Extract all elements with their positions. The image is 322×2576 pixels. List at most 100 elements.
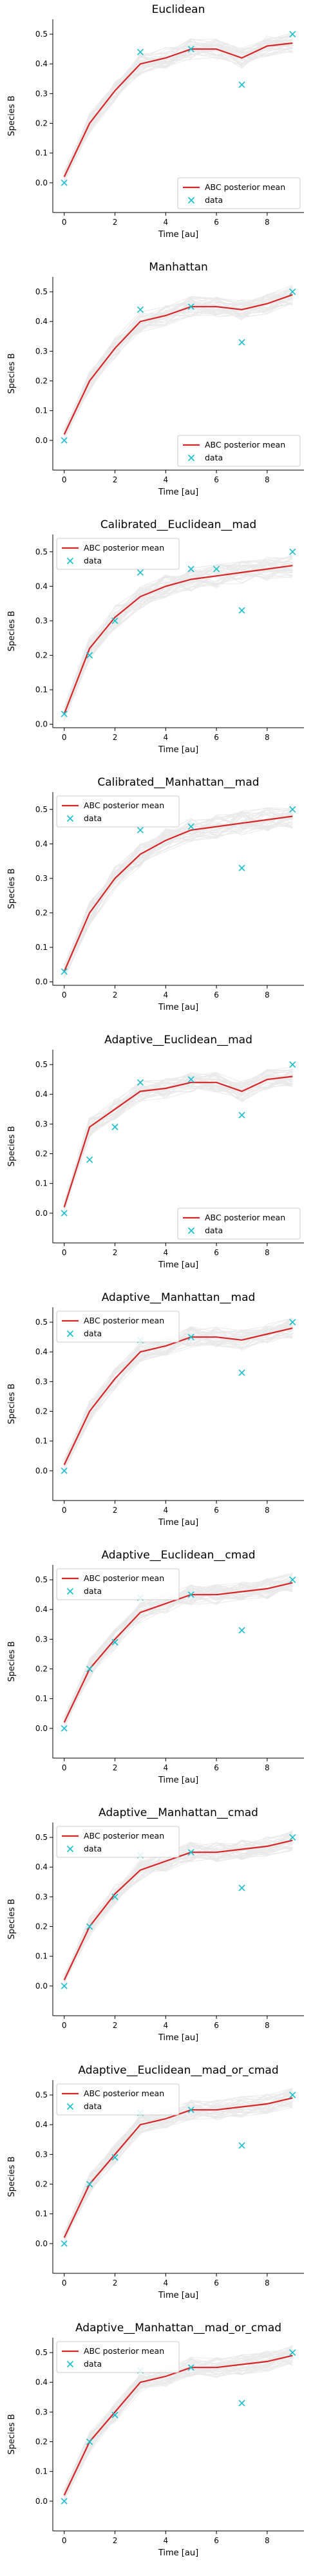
posterior-sample-line [64,294,293,432]
posterior-sample-line [64,285,293,436]
y-tick-label: 0.4 [35,582,48,591]
y-tick-label: 0.5 [35,1060,48,1069]
posterior-sample-line [64,1075,293,1205]
x-tick-label: 6 [214,733,219,742]
x-tick-label: 2 [113,1248,118,1257]
posterior-sample-line [64,2351,293,2494]
legend-swatch-marker [187,1227,195,1235]
posterior-sample-line [64,296,293,430]
posterior-sample-line [64,2088,293,2241]
posterior-sample-line [64,2359,293,2491]
legend-label: data [205,453,223,462]
legend: ABC posterior mean data [56,2083,180,2116]
data-point [187,565,194,573]
data-point [238,607,245,614]
legend-label: data [205,195,223,205]
y-tick-label: 0.2 [35,119,48,128]
posterior-sample-line [64,817,293,973]
posterior-sample-line [64,1072,293,1202]
posterior-sample-line [64,811,293,966]
x-tick-label: 6 [214,218,219,227]
data-point [238,1884,245,1891]
posterior-sample-line [64,2345,293,2494]
chart-title: Euclidean [152,3,205,16]
x-tick-label: 8 [265,1506,270,1515]
y-tick-label: 0.5 [35,1318,48,1327]
posterior-sample-line [64,815,293,973]
y-axis-label: Species B [7,1899,17,1939]
posterior-sample-line [64,39,293,173]
posterior-sample-line [64,39,293,175]
y-axis-label: Species B [7,611,17,651]
posterior-sample-line [64,560,293,708]
posterior-sample-line [64,1846,293,1975]
posterior-sample-line [64,562,293,708]
y-tick-label: 0.1 [35,1437,48,1446]
chart-title: Adaptive__Manhattan__mad_or_cmad [75,2322,281,2334]
posterior-sample-line [64,294,293,437]
data-point [86,2438,93,2445]
posterior-sample-line [64,554,293,713]
y-axis-label: Species B [7,868,17,909]
legend-swatch-marker [66,1330,74,1338]
legend: ABC posterior mean data [56,795,180,828]
chart-title: Adaptive__Manhattan__cmad [99,1806,258,1819]
posterior-sample-line [64,1074,293,1210]
legend-label: ABC posterior mean [84,2088,164,2098]
x-tick-label: 0 [62,1763,67,1772]
y-tick-label: 0.3 [35,1119,48,1128]
posterior-sample-line [64,1078,293,1207]
y-tick-label: 0.3 [35,2150,48,2159]
posterior-sample-line [64,1069,293,1213]
posterior-sample-line [64,2098,293,2244]
y-tick-label: 0.3 [35,1377,48,1386]
y-tick-label: 0.2 [35,377,48,386]
posterior-sample-line [64,564,293,709]
series-line-abc-posterior-mean [63,565,293,714]
x-tick-label: 6 [214,1763,219,1772]
y-axis-label: Species B [7,353,17,393]
chart-title: Calibrated__Manhattan__mad [97,776,259,789]
posterior-sample-line [64,43,293,182]
y-tick-label: 0.0 [35,1724,48,1733]
posterior-sample-line [64,561,293,712]
posterior-sample-line [64,561,293,718]
data-point [238,2400,245,2407]
posterior-sample-line [64,817,293,966]
data-point [86,652,93,659]
y-tick-label: 0.3 [35,2407,48,2416]
posterior-sample-line [64,1321,293,1462]
posterior-sample-line [64,2345,293,2501]
posterior-sample-line [64,824,293,976]
posterior-sample-line [64,40,293,182]
posterior-sample-line [64,562,293,721]
data-point [289,1319,296,1326]
series-line-abc-posterior-mean [63,1075,293,1208]
data-point [238,1627,245,1634]
posterior-sample-line [64,556,293,715]
legend: ABC posterior mean data [56,1568,180,1600]
posterior-sample-line [64,816,293,979]
x-tick-label: 8 [265,2021,270,2030]
x-tick-label: 2 [113,990,118,999]
legend-swatch-marker [187,196,195,204]
data-point [289,1577,296,1584]
posterior-sample-line [64,812,293,972]
posterior-sample-line [64,811,293,977]
x-tick-label: 8 [265,990,270,999]
posterior-sample-line [64,39,293,176]
posterior-sample-line [64,564,293,710]
legend-label: data [84,1329,102,1338]
data-point [137,826,144,833]
series-line-abc-posterior-mean [63,42,293,178]
legend-label: ABC posterior mean [205,440,285,450]
y-tick-label: 0.0 [35,1466,48,1475]
data-point [289,806,296,813]
posterior-sample-line [64,299,293,431]
series-line-abc-posterior-mean [63,294,293,435]
posterior-sample-line [64,1074,293,1204]
posterior-sample-line [64,1579,293,1721]
y-tick-label: 0.5 [35,2090,48,2099]
posterior-sample-line [64,297,293,431]
posterior-sample-line [64,1072,293,1206]
